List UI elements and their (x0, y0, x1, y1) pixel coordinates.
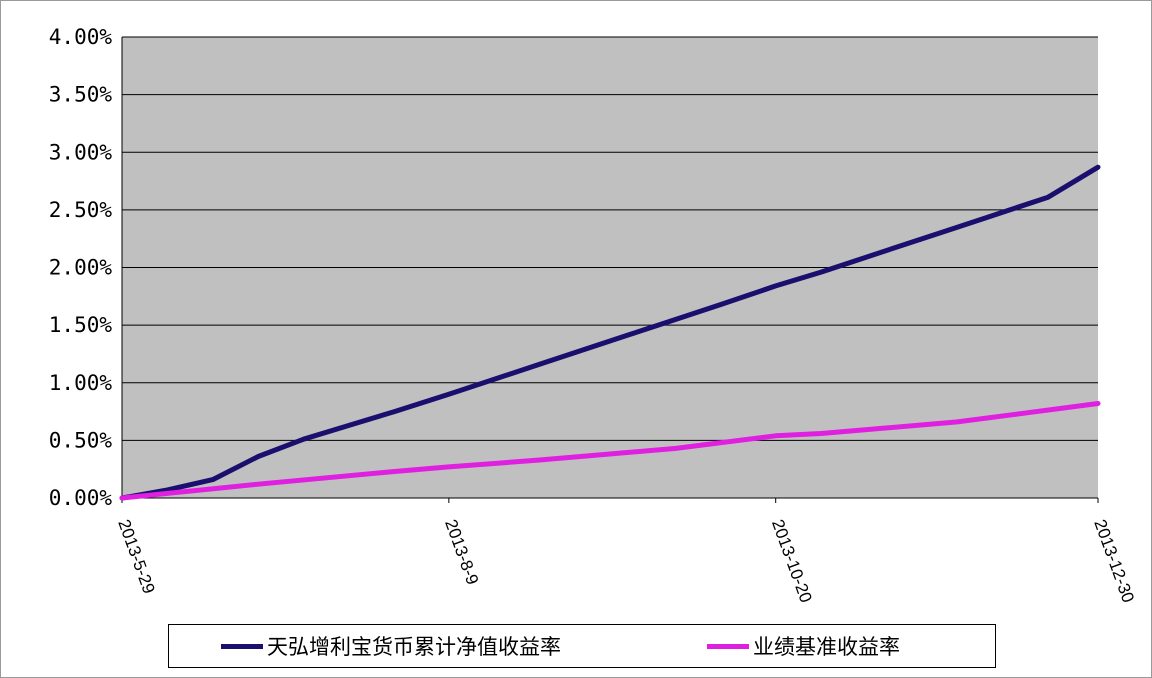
x-axis-labels: 2013-5-29 2013-8-9 2013-10-20 2013-12-30 (114, 498, 1138, 605)
legend-item-series-2: 业绩基准收益率 (707, 625, 900, 667)
y-tick-label: 2.50% (49, 198, 113, 222)
y-axis-labels: 0.00% 0.50% 1.00% 1.50% 2.00% 2.50% 3.00% 3.50%… (49, 25, 113, 510)
legend-item-series-1: 天弘增利宝货币累计净值收益率 (221, 625, 561, 667)
legend: 天弘增利宝货币累计净值收益率 业绩基准收益率 (168, 624, 996, 668)
x-tick-label: 2013-12-30 (1090, 517, 1138, 605)
y-tick-label: 0.50% (49, 428, 113, 452)
y-tick-label: 1.00% (49, 371, 113, 395)
gridlines (121, 36, 1098, 499)
legend-label-series-1: 天弘增利宝货币累计净值收益率 (267, 635, 561, 659)
x-tick-label: 2013-5-29 (114, 517, 158, 596)
y-tick-label: 1.50% (49, 313, 113, 337)
x-tick-label: 2013-8-9 (441, 517, 482, 587)
legend-swatch-series-1 (221, 643, 263, 649)
legend-swatch-series-2 (707, 643, 749, 649)
y-tick-label: 3.00% (49, 140, 113, 164)
legend-label-series-2: 业绩基准收益率 (753, 635, 900, 659)
series-line-2 (119, 401, 1101, 501)
y-tick-label: 0.00% (49, 486, 113, 510)
series-lines (119, 164, 1101, 501)
y-tick-label: 3.50% (49, 83, 113, 107)
y-tick-label: 2.00% (49, 256, 113, 280)
x-tick-label: 2013-10-20 (768, 517, 816, 605)
series-line-1 (119, 164, 1101, 501)
y-tick-label: 4.00% (49, 25, 113, 49)
